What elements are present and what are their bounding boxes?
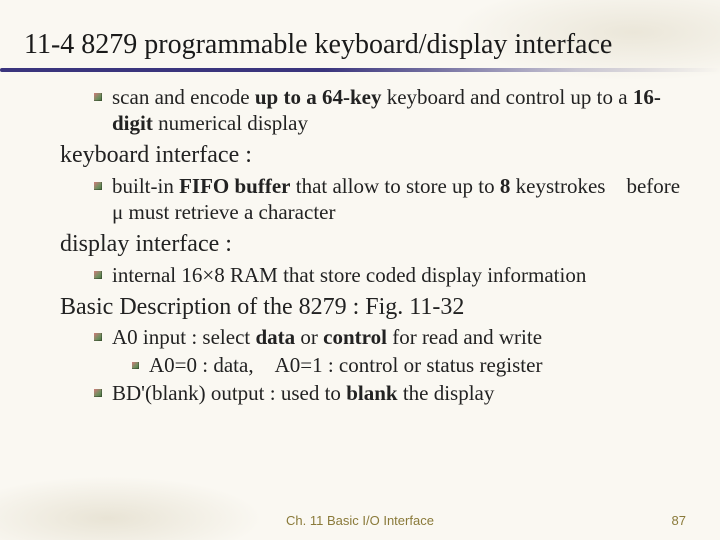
bullet-text: A0 input : select data or control for re… <box>112 324 690 350</box>
section-heading: display interface : <box>60 229 690 260</box>
bullet-item: scan and encode up to a 64-key keyboard … <box>94 84 690 136</box>
bullet-item: BD'(blank) output : used to blank the di… <box>94 380 690 406</box>
sub-bullet-item: A0=0 : data, A0=1 : control or status re… <box>132 352 690 378</box>
bullet-icon <box>94 333 102 341</box>
bullet-text: built-in FIFO buffer that allow to store… <box>112 173 690 225</box>
bullet-item: internal 16×8 RAM that store coded displ… <box>94 262 690 288</box>
slide: 11-4 8279 programmable keyboard/display … <box>0 0 720 540</box>
bullet-icon <box>94 271 102 279</box>
slide-body: scan and encode up to a 64-key keyboard … <box>60 82 690 408</box>
heading-text: keyboard interface : <box>60 140 690 171</box>
bullet-icon <box>94 93 102 101</box>
section-heading: keyboard interface : <box>60 140 690 171</box>
slide-title: 11-4 8279 programmable keyboard/display … <box>24 30 696 61</box>
bullet-text: A0=0 : data, A0=1 : control or status re… <box>149 352 690 378</box>
footer-page-number: 87 <box>672 513 686 528</box>
bullet-text: internal 16×8 RAM that store coded displ… <box>112 262 690 288</box>
bullet-icon <box>132 362 139 369</box>
heading-text: display interface : <box>60 229 690 260</box>
bullet-icon <box>94 389 102 397</box>
bullet-icon <box>94 182 102 190</box>
section-heading: Basic Description of the 8279 : Fig. 11-… <box>60 292 690 323</box>
bullet-text: scan and encode up to a 64-key keyboard … <box>112 84 690 136</box>
bullet-item: A0 input : select data or control for re… <box>94 324 690 350</box>
footer-chapter: Ch. 11 Basic I/O Interface <box>0 513 720 528</box>
bullet-text: BD'(blank) output : used to blank the di… <box>112 380 690 406</box>
bullet-item: built-in FIFO buffer that allow to store… <box>94 173 690 225</box>
heading-text: Basic Description of the 8279 : Fig. 11-… <box>60 292 690 323</box>
title-underline <box>0 68 720 72</box>
